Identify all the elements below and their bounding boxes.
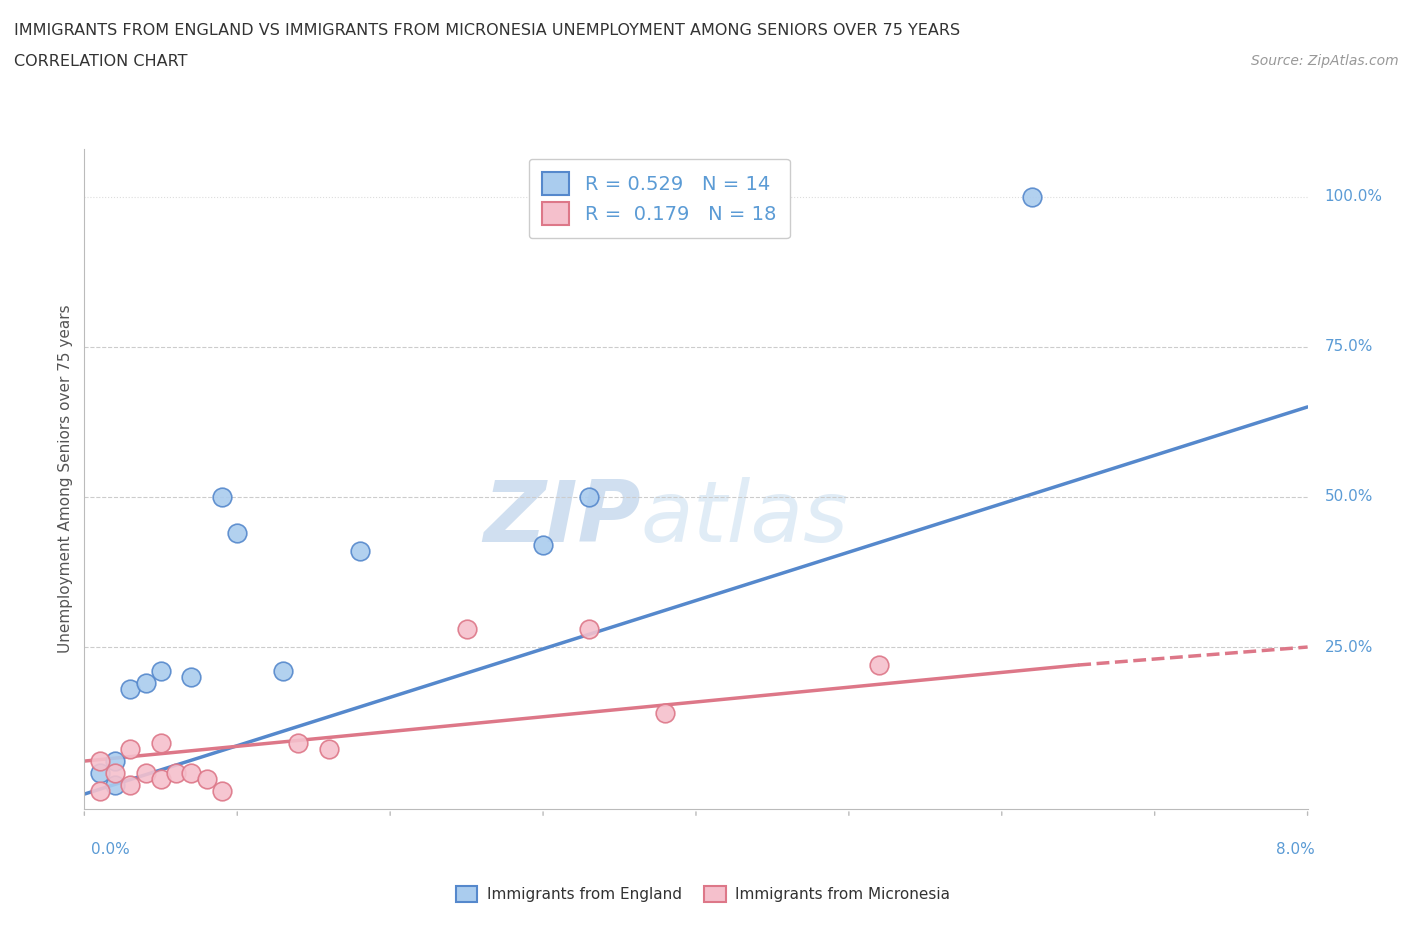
Text: 75.0%: 75.0% (1324, 339, 1372, 354)
Point (287, 736, 309, 751)
Point (135, 675, 157, 690)
Point (578, 489, 600, 504)
Point (149, 664, 172, 679)
Point (89, 784, 111, 799)
Point (271, 664, 294, 679)
Text: Source: ZipAtlas.com: Source: ZipAtlas.com (1251, 54, 1399, 68)
Point (149, 736, 172, 751)
Point (349, 543, 371, 558)
Point (89, 753, 111, 768)
Text: CORRELATION CHART: CORRELATION CHART (14, 54, 187, 69)
Point (149, 772, 172, 787)
Text: IMMIGRANTS FROM ENGLAND VS IMMIGRANTS FROM MICRONESIA UNEMPLOYMENT AMONG SENIORS: IMMIGRANTS FROM ENGLAND VS IMMIGRANTS FR… (14, 23, 960, 38)
Point (531, 538, 554, 552)
Text: 25.0%: 25.0% (1324, 640, 1372, 655)
Point (180, 670, 202, 684)
Point (211, 489, 233, 504)
Point (120, 682, 142, 697)
Text: ZIP: ZIP (484, 477, 641, 560)
Text: 100.0%: 100.0% (1324, 190, 1382, 205)
Point (165, 765, 187, 780)
Point (135, 765, 157, 780)
Text: 50.0%: 50.0% (1324, 489, 1372, 504)
Text: 8.0%: 8.0% (1275, 842, 1315, 857)
Point (89, 765, 111, 780)
Point (120, 741, 142, 756)
Point (654, 706, 676, 721)
Text: 0.0%: 0.0% (91, 842, 131, 857)
Point (104, 765, 127, 780)
Text: atlas: atlas (641, 477, 849, 560)
Legend: Immigrants from England, Immigrants from Micronesia: Immigrants from England, Immigrants from… (450, 880, 956, 909)
Y-axis label: Unemployment Among Seniors over 75 years: Unemployment Among Seniors over 75 years (58, 305, 73, 653)
Point (120, 777, 142, 792)
Point (104, 777, 127, 792)
Legend: R = 0.529   N = 14, R =  0.179   N = 18: R = 0.529 N = 14, R = 0.179 N = 18 (529, 158, 790, 238)
Point (104, 753, 127, 768)
Point (578, 621, 600, 636)
Point (318, 741, 340, 756)
Point (211, 784, 233, 799)
Point (180, 765, 202, 780)
Point (869, 658, 891, 672)
Point (1021, 190, 1043, 205)
Point (226, 525, 249, 540)
Point (456, 621, 478, 636)
Point (195, 772, 218, 787)
